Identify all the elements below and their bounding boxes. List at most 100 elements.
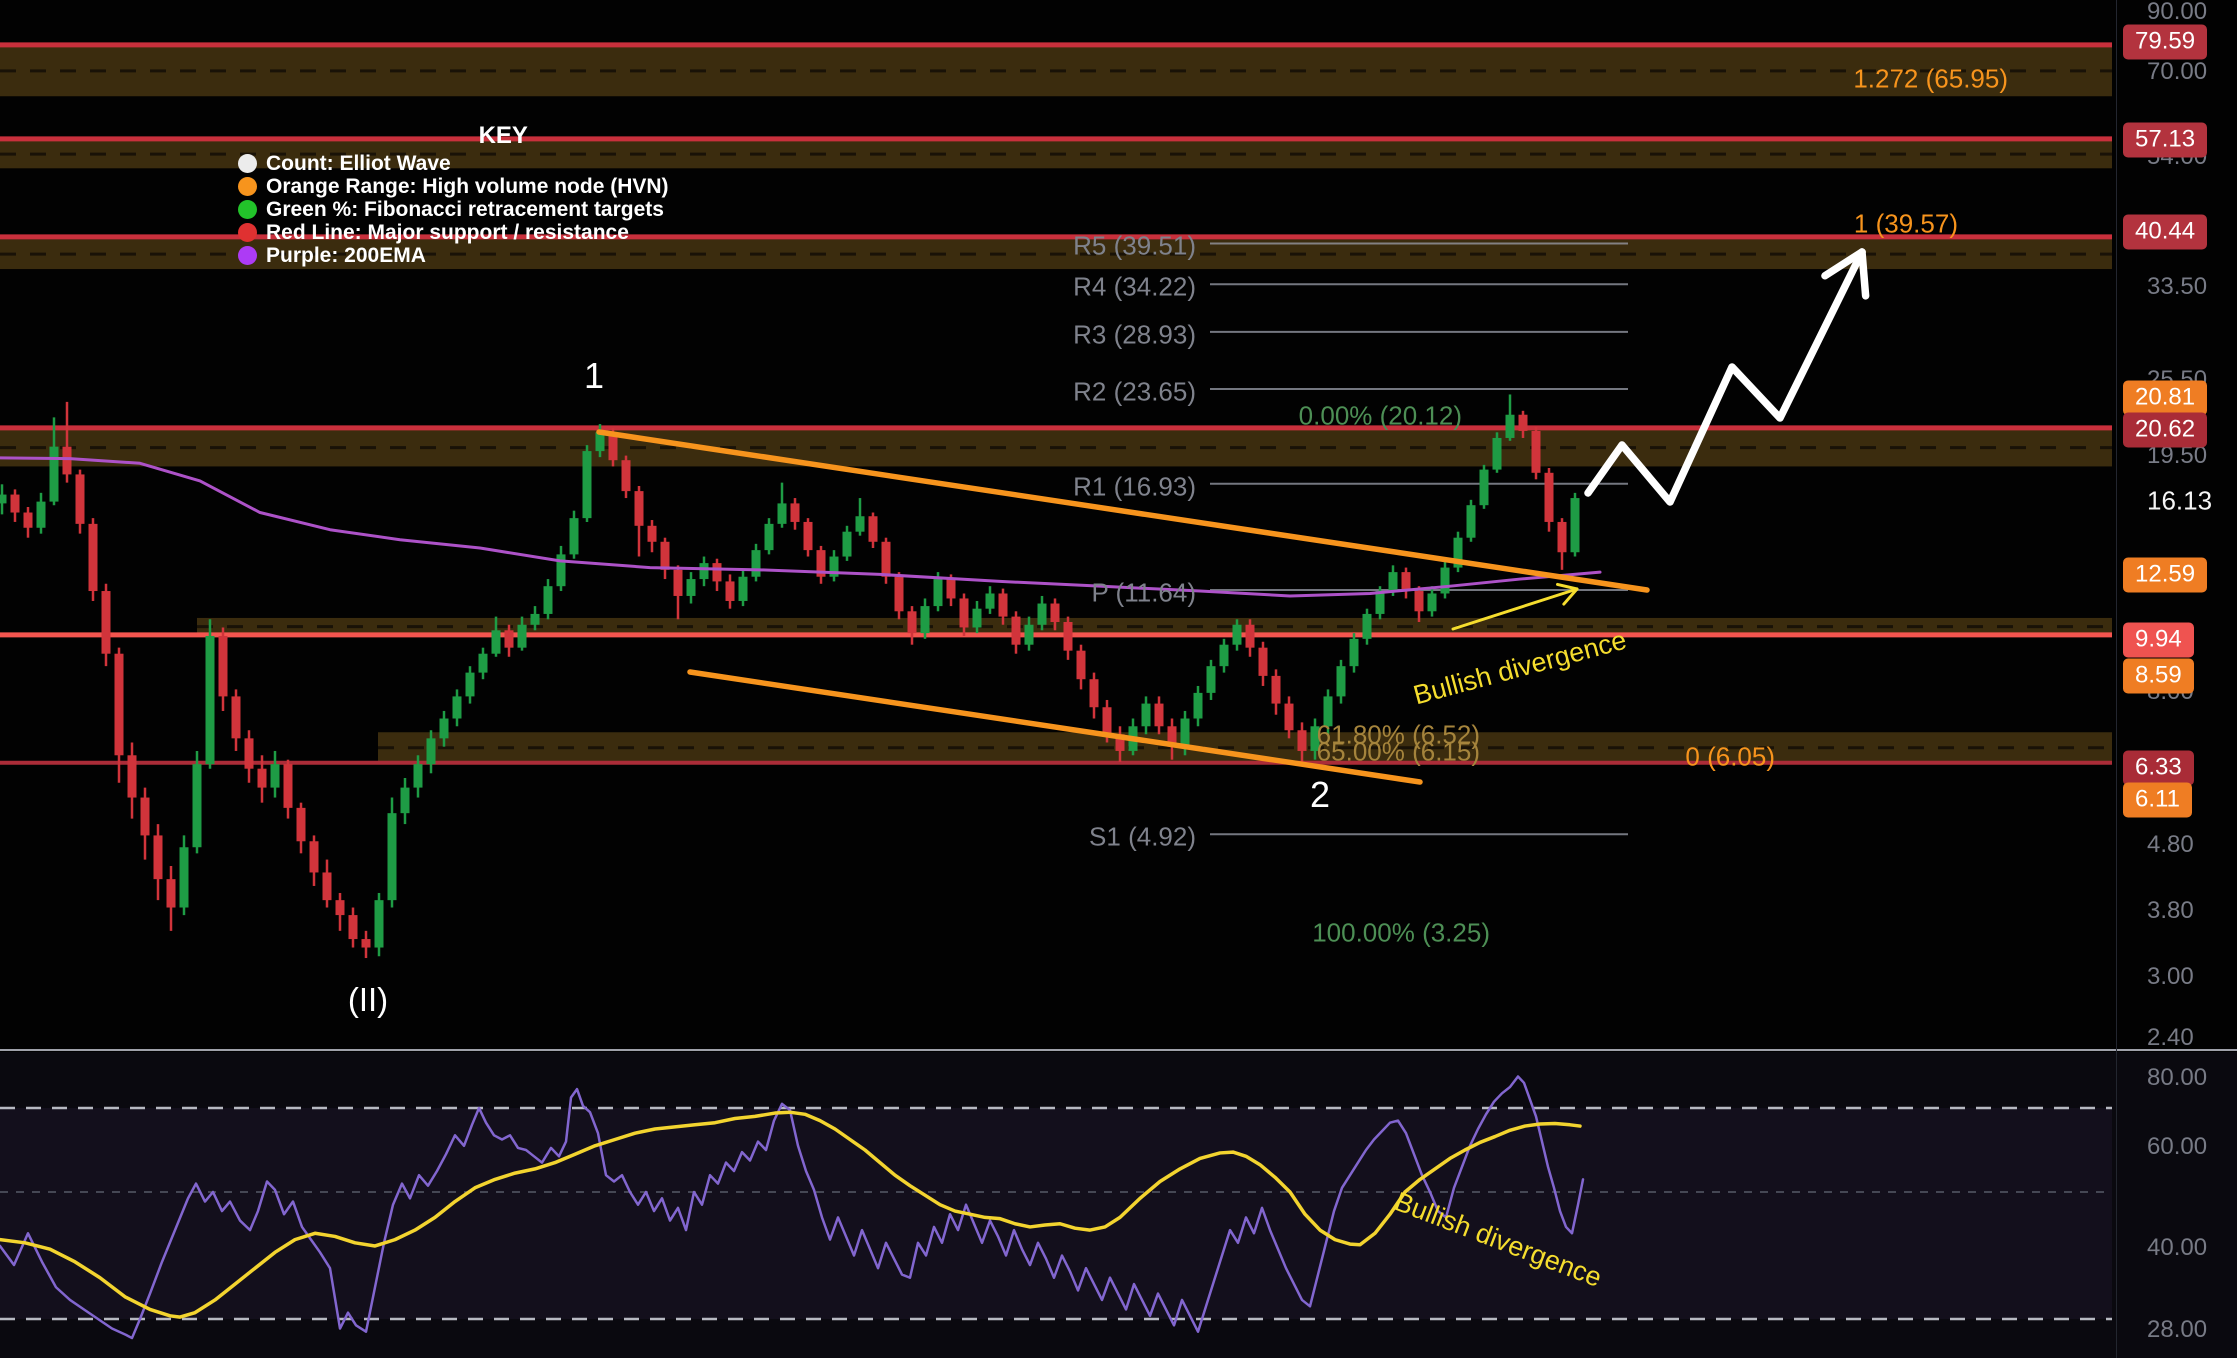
purple-dot-icon [238,246,257,265]
candle-body [803,521,813,551]
candle-body [686,579,696,596]
pivot-label-S1: S1 (4.92) [1089,821,1196,852]
candle-body [1349,638,1359,667]
divergence-arrow-main [1451,587,1579,631]
price-axis[interactable]: 90.0070.0054.0033.5025.5019.508.004.803.… [2116,0,2237,1358]
candle-body [530,613,540,625]
fib-label-6: 1.272 (65.95) [1853,63,2008,94]
candle-body [1154,703,1164,727]
candle-body [335,900,345,916]
projection-arrowhead-wing1 [1821,248,1866,280]
candle-body [1310,726,1320,751]
candle-body [1193,692,1203,719]
candle-body [1050,603,1060,622]
axis-price-badge: 12.59 [2123,557,2208,593]
candle-body [1284,703,1294,731]
candle-body [283,764,293,808]
candle-body [270,764,280,788]
candle-body [582,451,592,519]
candle-body [1388,572,1398,592]
candle-body [1518,414,1528,431]
orange-dot-icon [238,177,257,196]
axis-price-label: 2.40 [2147,1024,2194,1051]
candle-body [725,581,735,601]
candle-body [699,563,709,580]
candle-body [1414,591,1424,612]
candle-body [543,586,553,614]
axis-price-badge: 20.62 [2123,412,2208,448]
axis-price-label: 3.00 [2147,963,2194,990]
candle-body [595,432,605,452]
elliott-wave-label-II[interactable]: (II) [347,981,389,1018]
candle-body [881,541,891,577]
candle-body [166,879,176,908]
candle-body [413,764,423,788]
fib-label-4: 0 (6.05) [1685,741,1775,772]
legend-item-label: Count: Elliot Wave [266,151,451,175]
fib-label-0: 0.00% (20.12) [1298,400,1462,431]
projection-zigzag-arrow [1584,248,1866,506]
candle-body [1362,613,1372,639]
axis-rsi-label: 60.00 [2147,1133,2208,1160]
axis-price-badge: 8.59 [2123,658,2194,694]
candle-body [1492,437,1502,470]
candle-body [101,591,111,654]
candle-body [1011,616,1021,645]
candle-body [387,813,397,901]
axis-price-badge: 40.44 [2123,214,2208,250]
candle-body [1531,430,1541,473]
axis-price-badge: 9.94 [2123,622,2194,658]
candle-body [1375,591,1385,614]
candle-body [426,738,436,765]
candle-body [608,432,618,461]
candle-body [231,696,241,739]
elliott-wave-label-2[interactable]: 2 [1309,774,1331,815]
candle-body [348,915,358,940]
candle-body [1453,537,1463,568]
candle-body [1024,624,1034,645]
white-dot-icon [238,154,257,173]
fib-label-3: 100.00% (3.25) [1312,917,1490,948]
candle-body [153,835,163,880]
candle-body [192,764,202,848]
rsi-signal-line [0,1110,1582,1319]
candle-body [1232,624,1242,645]
candle-body [1167,726,1177,747]
candle-body [1102,707,1112,735]
divergence-arrowhead-main-wing0 [1562,587,1579,606]
legend-item-support-resistance: Red Line: Major support / resistance [238,221,669,244]
candle-body [894,576,904,612]
axis-price-label: 33.50 [2147,273,2208,300]
candle-body [972,608,982,628]
axis-price-badge: 57.13 [2123,122,2208,158]
indicator-panel-bg[interactable] [0,1052,2237,1358]
candle-body [179,847,189,908]
wedge-trendline-upper[interactable] [596,429,1650,593]
elliott-wave-label-1[interactable]: 1 [583,355,605,396]
candle-body [205,635,215,765]
candle-body [764,523,774,551]
candle-body [647,525,657,542]
candle-body [1258,647,1268,676]
candle-body [114,653,124,756]
candle-body [504,630,514,648]
axis-price-label: 3.80 [2147,897,2194,924]
candle-body [1206,666,1216,693]
candle-body [1089,679,1099,708]
candle-body [1479,469,1489,506]
candle-body [829,556,839,577]
candle-body [1245,624,1255,648]
pivot-label-P: P (11.64) [1091,577,1196,608]
axis-current-price-label: 16.13 [2147,485,2213,516]
wedge-trendline-lower[interactable] [687,669,1423,785]
ema-200-line [0,456,1602,598]
fib-label-1: 61.80% (6.52) [1316,719,1480,750]
legend-item-elliot-wave: Count: Elliot Wave [238,152,669,175]
axis-rsi-label: 80.00 [2147,1064,2208,1091]
candle-body [621,460,631,492]
axis-price-label: 90.00 [2147,0,2208,25]
candle-body [660,541,670,570]
candle-body [0,494,7,504]
candle-body [1440,567,1450,594]
